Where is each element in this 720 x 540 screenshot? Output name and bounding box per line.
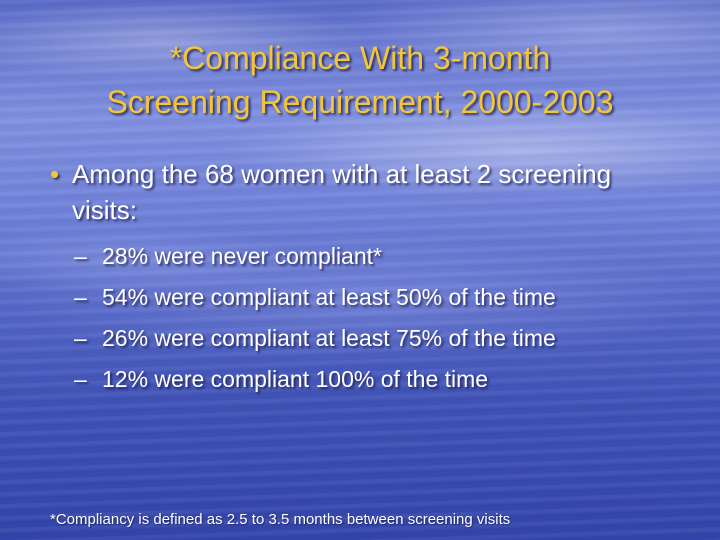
slide-title: *Compliance With 3-month Screening Requi… (20, 36, 700, 124)
dash-icon: – (74, 284, 87, 310)
sub-bullet-item: –54% were compliant at least 50% of the … (74, 277, 694, 318)
sub-bullet-list: –28% were never compliant* –54% were com… (74, 236, 694, 400)
main-bullet-text: Among the 68 women with at least 2 scree… (72, 159, 612, 225)
sub-bullet-text: 54% were compliant at least 50% of the t… (102, 284, 556, 310)
sub-bullet-item: –12% were compliant 100% of the time (74, 359, 694, 400)
sub-bullet-item: –28% were never compliant* (74, 236, 694, 277)
bullet-icon: • (50, 159, 60, 189)
slide-title-line-1: *Compliance With 3-month (169, 40, 551, 76)
main-bullet: • Among the 68 women with at least 2 scr… (50, 156, 670, 228)
dash-icon: – (74, 366, 87, 392)
slide-title-line-2: Screening Requirement, 2000-2003 (106, 84, 614, 120)
dash-icon: – (74, 325, 87, 351)
sub-bullet-text: 26% were compliant at least 75% of the t… (102, 325, 556, 351)
sub-bullet-text: 28% were never compliant* (102, 243, 382, 269)
sub-bullet-text: 12% were compliant 100% of the time (102, 366, 489, 392)
dash-icon: – (74, 243, 87, 269)
footnote: *Compliancy is defined as 2.5 to 3.5 mon… (50, 511, 511, 528)
sub-bullet-item: –26% were compliant at least 75% of the … (74, 318, 694, 359)
